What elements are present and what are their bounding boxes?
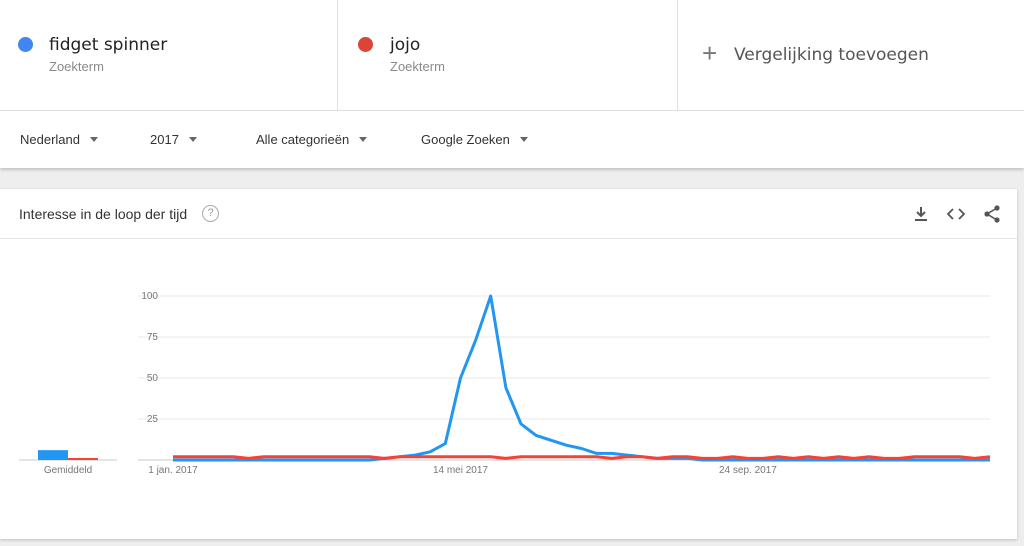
average-bars: Gemiddeld (38, 450, 98, 476)
term-name[interactable]: fidget spinner (49, 35, 168, 55)
help-icon[interactable]: ? (202, 205, 219, 222)
region-label: Nederland (20, 132, 80, 147)
chevron-down-icon (519, 137, 528, 142)
term-name[interactable]: jojo (390, 35, 421, 55)
y-tick-label: 50 (147, 373, 159, 384)
period-dropdown[interactable]: 2017 (150, 132, 197, 147)
x-tick-label: 24 sep. 2017 (719, 465, 777, 476)
plus-icon: + (702, 38, 718, 68)
y-tick-label: 25 (147, 414, 159, 425)
term-color-dot (18, 37, 33, 52)
series-line-jojo (173, 455, 991, 460)
property-dropdown[interactable]: Google Zoeken (421, 132, 528, 147)
term-subtitle: Zoekterm (390, 59, 445, 74)
card-header: Interesse in de loop der tijd ? (0, 189, 1017, 239)
add-comparison-button[interactable]: + Vergelijking toevoegen (678, 0, 1024, 110)
download-icon[interactable] (911, 204, 931, 224)
x-tick-label: 14 mei 2017 (433, 465, 488, 476)
chevron-down-icon (359, 137, 368, 142)
interest-over-time-card: Interesse in de loop der tijd ? 25 50 75 10… (0, 189, 1017, 539)
x-tick-label: 1 jan. 2017 (148, 465, 198, 476)
region-dropdown[interactable]: Nederland (20, 132, 98, 147)
term-fidget-spinner[interactable]: fidget spinner Zoekterm (0, 0, 338, 110)
chevron-down-icon (90, 137, 98, 142)
average-bar-fidget-spinner (38, 450, 68, 460)
share-icon[interactable] (982, 204, 1002, 224)
average-label: Gemiddeld (44, 465, 92, 476)
search-terms-bar: fidget spinner Zoekterm jojo Zoekterm + … (0, 0, 1024, 110)
category-dropdown[interactable]: Alle categorieën (256, 132, 368, 147)
add-comparison-label: Vergelijking toevoegen (734, 45, 929, 65)
series-lines (173, 294, 991, 462)
category-label: Alle categorieën (256, 132, 350, 147)
x-axis-labels: 1 jan. 2017 14 mei 2017 24 sep. 2017 (148, 465, 777, 476)
term-jojo[interactable]: jojo Zoekterm (338, 0, 678, 110)
term-color-dot (358, 37, 373, 52)
chevron-down-icon (188, 137, 197, 142)
y-tick-label: 100 (141, 291, 158, 302)
y-axis-labels: 25 50 75 100 (141, 291, 158, 425)
property-label: Google Zoeken (421, 132, 510, 147)
card-title: Interesse in de loop der tijd (19, 206, 188, 222)
embed-icon[interactable] (946, 204, 966, 224)
series-line-fidget-spinner (173, 294, 990, 462)
y-tick-label: 75 (147, 332, 159, 343)
period-label: 2017 (150, 132, 179, 147)
average-bar-jojo (68, 458, 98, 460)
interest-chart: 25 50 75 100 1 jan. 2017 14 mei 2017 24 sep. … (19, 291, 991, 476)
filter-bar: Nederland 2017 Alle categorieën Google Z… (0, 110, 1024, 168)
term-subtitle: Zoekterm (49, 59, 104, 74)
